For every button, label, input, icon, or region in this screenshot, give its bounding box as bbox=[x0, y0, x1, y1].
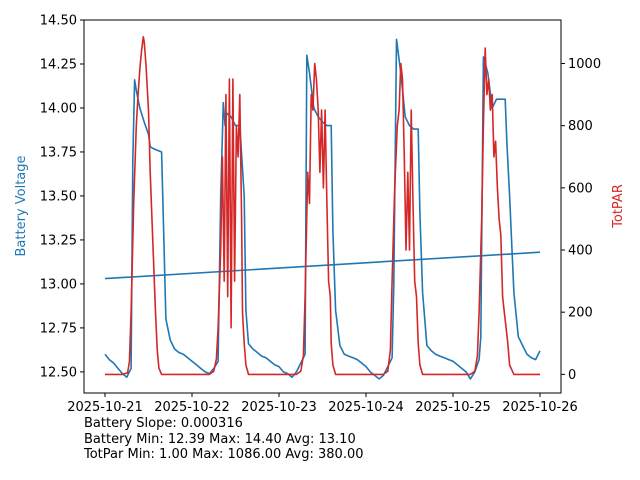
y-axis-right-label: TotPAR bbox=[611, 184, 626, 229]
battery-slope-text: Battery Slope: 0.000316 bbox=[84, 416, 243, 431]
totpar-line bbox=[105, 35, 540, 376]
y-left-tick-label: 13.00 bbox=[40, 277, 77, 292]
series-layer bbox=[104, 35, 541, 380]
y-left-tick-label: 13.75 bbox=[40, 145, 77, 160]
y-left-tick-label: 14.25 bbox=[40, 57, 77, 72]
battery-trend-line bbox=[104, 251, 541, 280]
y-left-tick-label: 12.75 bbox=[40, 321, 77, 336]
y-axis-right: 0 200 400 600 800 1000 bbox=[561, 57, 601, 383]
y-right-tick-label: 1000 bbox=[568, 57, 601, 72]
x-tick-label: 2025-10-22 bbox=[154, 400, 230, 415]
battery-voltage-line bbox=[104, 38, 541, 380]
statistics-text: Battery Slope: 0.000316 Battery Min: 12.… bbox=[84, 416, 364, 463]
y-right-tick-label: 800 bbox=[568, 119, 593, 134]
totpar-stats-text: TotPar Min: 1.00 Max: 1086.00 Avg: 380.0… bbox=[84, 447, 364, 462]
x-tick-label: 2025-10-24 bbox=[328, 400, 404, 415]
x-axis: 2025-10-21 2025-10-22 2025-10-23 2025-10-24… bbox=[67, 393, 578, 415]
y-left-tick-label: 14.00 bbox=[40, 101, 77, 116]
y-axis-left: 12.50 12.75 13.00 13.25 13.50 13.75 14.00 14.25… bbox=[40, 14, 84, 380]
x-tick-label: 2025-10-25 bbox=[415, 400, 491, 415]
y-left-tick-label: 12.50 bbox=[40, 365, 77, 380]
y-axis-left-label: Battery Voltage bbox=[14, 155, 29, 256]
plot-frame bbox=[83, 19, 562, 394]
y-right-tick-label: 400 bbox=[568, 244, 593, 259]
y-left-tick-label: 13.25 bbox=[40, 233, 77, 248]
y-left-tick-label: 14.50 bbox=[40, 14, 77, 29]
y-right-tick-label: 600 bbox=[568, 181, 593, 196]
y-right-tick-label: 0 bbox=[568, 368, 576, 383]
y-left-tick-label: 13.50 bbox=[40, 189, 77, 204]
x-tick-label: 2025-10-21 bbox=[67, 400, 143, 415]
x-tick-label: 2025-10-23 bbox=[241, 400, 317, 415]
x-tick-label: 2025-10-26 bbox=[502, 400, 578, 415]
y-right-tick-label: 200 bbox=[568, 306, 593, 321]
battery-stats-text: Battery Min: 12.39 Max: 14.40 Avg: 13.10 bbox=[84, 431, 356, 447]
